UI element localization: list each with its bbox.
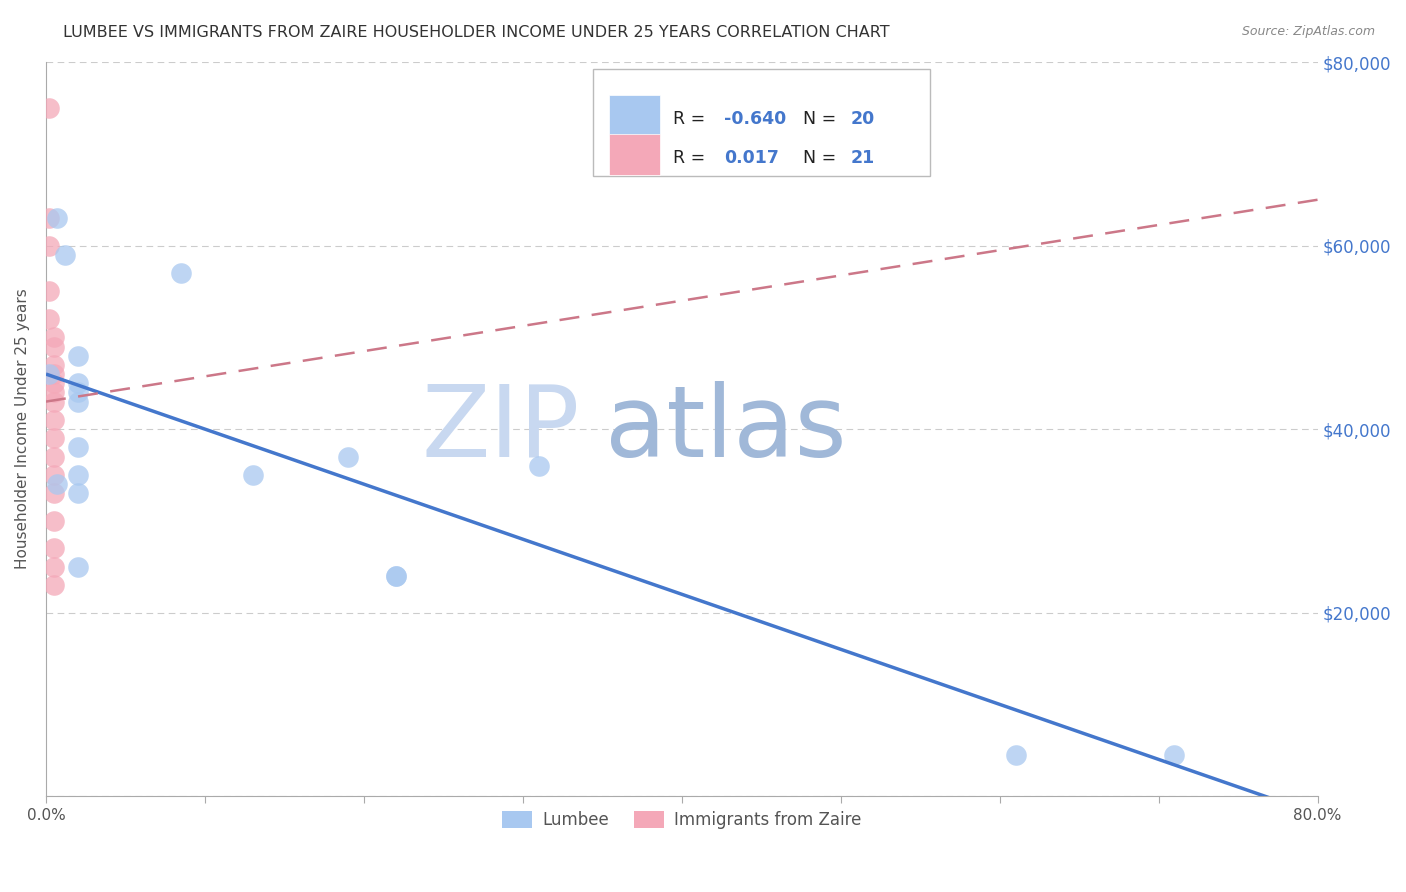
Text: 21: 21 — [851, 149, 875, 167]
Point — [42, 330, 65, 344]
Point — [42, 450, 65, 464]
Point — [38, 211, 60, 226]
Text: Source: ZipAtlas.com: Source: ZipAtlas.com — [1241, 25, 1375, 38]
Point — [46, 477, 69, 491]
Point — [66, 441, 89, 455]
Point — [66, 349, 89, 363]
Point — [38, 101, 60, 115]
Point — [1163, 747, 1185, 762]
Point — [384, 569, 406, 583]
Point — [66, 467, 89, 482]
FancyBboxPatch shape — [609, 134, 661, 175]
Point — [42, 367, 65, 381]
Legend: Lumbee, Immigrants from Zaire: Lumbee, Immigrants from Zaire — [495, 804, 868, 836]
Point — [66, 385, 89, 400]
Y-axis label: Householder Income Under 25 years: Householder Income Under 25 years — [15, 289, 30, 569]
Point — [38, 367, 60, 381]
Point — [42, 376, 65, 391]
Text: ZIP: ZIP — [422, 381, 581, 477]
Point — [42, 340, 65, 354]
Point — [42, 541, 65, 556]
Point — [53, 248, 76, 262]
Point — [38, 285, 60, 299]
Point — [42, 578, 65, 592]
Point — [46, 211, 69, 226]
Point — [66, 376, 89, 391]
Point — [42, 413, 65, 427]
Point — [42, 394, 65, 409]
Point — [384, 569, 406, 583]
Text: N =: N = — [803, 149, 841, 167]
FancyBboxPatch shape — [609, 95, 661, 136]
Point — [42, 358, 65, 372]
Point — [242, 467, 264, 482]
Point — [170, 266, 193, 280]
Text: atlas: atlas — [606, 381, 846, 477]
Text: R =: R = — [673, 149, 710, 167]
Point — [42, 385, 65, 400]
Text: LUMBEE VS IMMIGRANTS FROM ZAIRE HOUSEHOLDER INCOME UNDER 25 YEARS CORRELATION CH: LUMBEE VS IMMIGRANTS FROM ZAIRE HOUSEHOL… — [63, 25, 890, 40]
Text: 0.017: 0.017 — [724, 149, 779, 167]
Text: R =: R = — [673, 110, 710, 128]
Text: N =: N = — [803, 110, 841, 128]
Point — [66, 559, 89, 574]
Point — [42, 486, 65, 500]
Point — [336, 450, 359, 464]
Point — [42, 467, 65, 482]
Point — [38, 312, 60, 326]
Point — [527, 458, 550, 473]
Point — [66, 394, 89, 409]
Point — [42, 559, 65, 574]
Point — [1004, 747, 1026, 762]
Point — [66, 486, 89, 500]
Point — [42, 514, 65, 528]
FancyBboxPatch shape — [593, 70, 929, 176]
Text: 20: 20 — [851, 110, 875, 128]
Point — [42, 431, 65, 445]
Text: -0.640: -0.640 — [724, 110, 786, 128]
Point — [38, 238, 60, 252]
